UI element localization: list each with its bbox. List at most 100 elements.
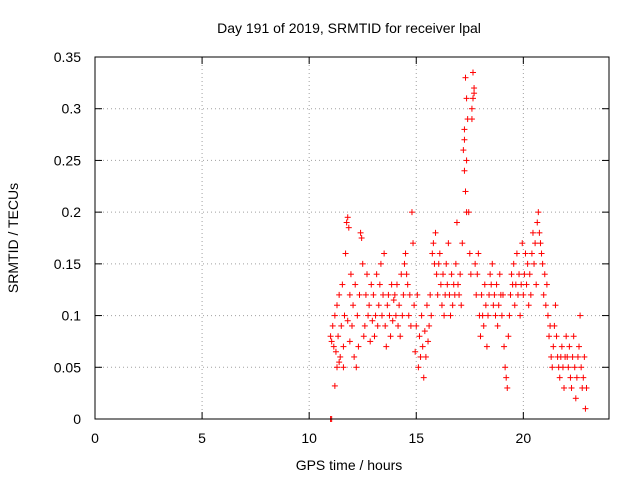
data-point	[396, 302, 403, 309]
data-point	[486, 291, 493, 298]
data-point	[429, 250, 436, 257]
data-point	[377, 260, 384, 267]
data-point	[414, 291, 421, 298]
data-point	[407, 322, 414, 329]
data-point	[551, 322, 558, 329]
data-point	[437, 281, 444, 288]
data-point	[482, 302, 489, 309]
data-point	[443, 260, 450, 267]
plot-frame	[94, 56, 610, 420]
data-point	[461, 126, 468, 133]
data-point	[371, 333, 378, 340]
data-point	[559, 364, 566, 371]
x-tick-label: 5	[198, 430, 206, 446]
data-point	[446, 291, 453, 298]
data-point	[338, 322, 345, 329]
data-point	[490, 302, 497, 309]
data-point	[432, 229, 439, 236]
data-point	[453, 219, 460, 226]
data-point	[376, 281, 383, 288]
x-tick-label: 20	[516, 430, 532, 446]
data-point	[581, 353, 588, 360]
data-point	[541, 271, 548, 278]
data-point	[380, 291, 387, 298]
data-point	[461, 136, 468, 143]
data-point	[553, 333, 560, 340]
data-point	[532, 240, 539, 247]
data-point	[382, 322, 389, 329]
data-point	[467, 271, 474, 278]
data-point	[498, 312, 505, 319]
data-point	[574, 353, 581, 360]
data-point	[475, 250, 482, 257]
data-point	[537, 240, 544, 247]
data-point	[576, 343, 583, 350]
data-point	[416, 333, 423, 340]
data-point	[582, 405, 589, 412]
data-point	[406, 291, 413, 298]
data-point	[412, 348, 419, 355]
data-point	[375, 302, 382, 309]
data-point	[536, 229, 543, 236]
data-point	[563, 333, 570, 340]
data-point	[511, 302, 518, 309]
data-point	[519, 240, 526, 247]
data-point	[463, 95, 470, 102]
data-point	[472, 260, 479, 267]
data-point	[331, 382, 338, 389]
data-point	[483, 343, 490, 350]
data-point	[512, 281, 519, 288]
data-point	[445, 240, 452, 247]
data-point	[460, 147, 467, 154]
data-point	[526, 271, 533, 278]
data-point	[522, 250, 529, 257]
data-point	[543, 281, 550, 288]
data-point	[367, 338, 374, 345]
data-point	[520, 291, 527, 298]
data-point	[466, 250, 473, 257]
y-tick-label: 0.25	[54, 152, 81, 168]
data-point	[440, 271, 447, 278]
data-point	[528, 250, 535, 257]
data-point	[402, 250, 409, 257]
data-point	[383, 343, 390, 350]
data-point	[461, 167, 468, 174]
data-point	[359, 260, 366, 267]
data-point	[491, 291, 498, 298]
y-axis-label: SRMTID / TECUs	[5, 183, 21, 293]
data-point	[427, 291, 434, 298]
y-tick-label: 0.35	[54, 49, 81, 65]
data-point	[362, 291, 369, 298]
data-point	[517, 312, 524, 319]
x-tick-label: 10	[301, 430, 317, 446]
data-point	[538, 250, 545, 257]
data-point	[502, 364, 509, 371]
data-point	[335, 333, 342, 340]
data-point	[488, 281, 495, 288]
data-point	[573, 374, 580, 381]
data-point	[391, 291, 398, 298]
data-point	[420, 374, 427, 381]
data-point	[405, 312, 412, 319]
data-point	[355, 343, 362, 350]
data-point	[327, 333, 334, 340]
data-point	[556, 374, 563, 381]
data-point	[567, 374, 574, 381]
data-point	[395, 322, 402, 329]
data-point	[344, 317, 351, 324]
data-point	[388, 281, 395, 288]
data-point	[404, 281, 411, 288]
data-point	[340, 343, 347, 350]
data-point	[428, 312, 435, 319]
data-point	[468, 105, 475, 112]
data-point	[544, 312, 551, 319]
data-point	[385, 291, 392, 298]
data-point	[539, 260, 546, 267]
data-point	[535, 209, 542, 216]
y-tick-label: 0.1	[62, 308, 82, 324]
data-point	[438, 302, 445, 309]
data-point	[481, 281, 488, 288]
y-tick-label: 0.05	[54, 359, 81, 375]
data-point	[418, 312, 425, 319]
